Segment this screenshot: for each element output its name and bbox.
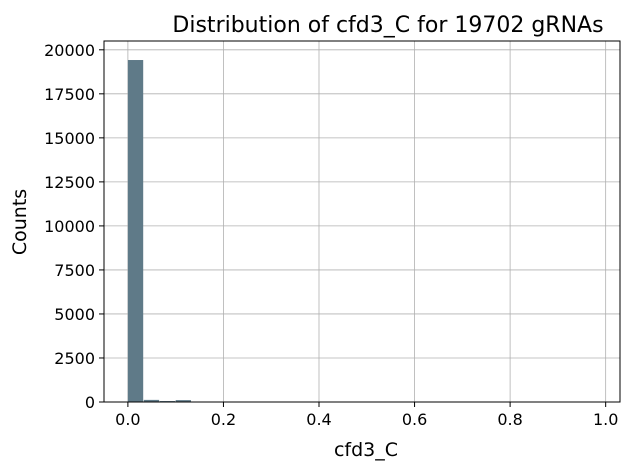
histogram-bar-0	[127, 60, 144, 403]
chart-title: Distribution of cfd3_C for 19702 gRNAs	[172, 13, 603, 38]
x-axis-ticks: 0.0 0.2 0.4 0.6 0.8 1.0	[115, 402, 618, 429]
y-tick-label-5: 12500	[44, 173, 95, 192]
x-tick-label-0: 0.0	[115, 410, 140, 429]
y-tick-label-2: 5000	[54, 305, 95, 324]
x-tick-label-1: 0.2	[211, 410, 236, 429]
x-tick-label-4: 0.8	[497, 410, 522, 429]
y-tick-label-8: 20000	[44, 41, 95, 60]
y-tick-label-0: 0	[85, 393, 95, 412]
plot-frame	[103, 40, 621, 403]
histogram-bar-1	[143, 399, 160, 402]
y-tick-label-3: 7500	[54, 261, 95, 280]
x-tick-label-2: 0.4	[306, 410, 331, 429]
y-axis-ticks: 0 2500 5000 7500 10000 12500 15000 17500 20000	[44, 41, 104, 412]
y-tick-label-4: 10000	[44, 217, 95, 236]
histogram-bars	[127, 60, 191, 403]
x-tick-label-3: 0.6	[402, 410, 427, 429]
grid-lines	[104, 41, 620, 403]
x-tick-label-5: 1.0	[593, 410, 618, 429]
y-axis-label: Counts	[9, 189, 31, 255]
y-tick-label-6: 15000	[44, 129, 95, 148]
y-tick-label-1: 2500	[54, 349, 95, 368]
y-tick-label-7: 17500	[44, 85, 95, 104]
x-axis-label: cfd3_C	[334, 439, 398, 461]
histogram-bar-3	[175, 400, 191, 402]
